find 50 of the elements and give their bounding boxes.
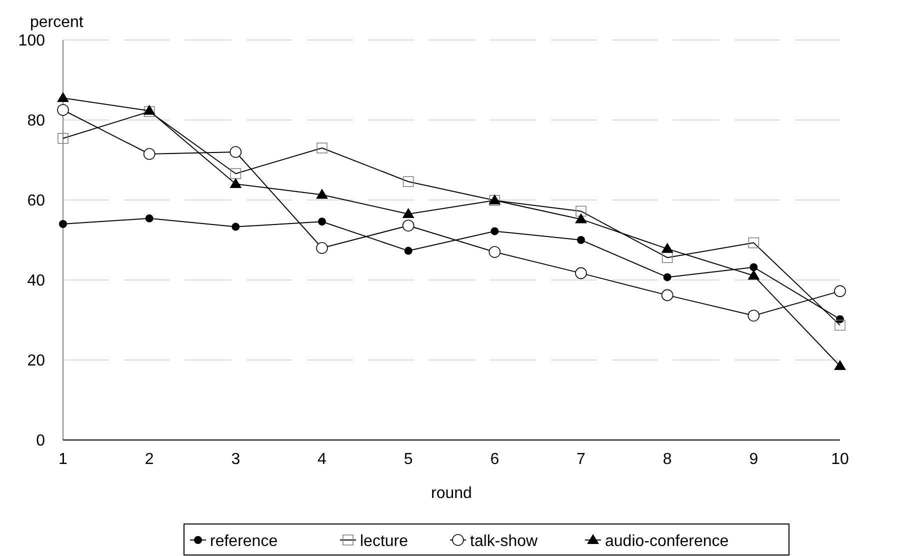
point	[230, 146, 242, 158]
point	[490, 227, 499, 236]
point	[318, 218, 326, 226]
y-tick-label: 80	[27, 112, 46, 130]
point	[575, 267, 587, 280]
y-tick-label: 100	[18, 32, 46, 50]
point	[59, 220, 67, 228]
point	[836, 315, 844, 324]
x-tick-label: 10	[831, 451, 849, 468]
y-tick-label: 60	[27, 192, 46, 210]
legend-label: reference	[210, 533, 278, 550]
point	[316, 242, 328, 254]
point	[748, 270, 760, 280]
x-tick-label: 3	[231, 451, 240, 468]
point	[145, 214, 154, 222]
point	[748, 310, 760, 322]
point	[316, 188, 328, 199]
x-tick-label: 4	[318, 451, 327, 468]
x-tick-label: 1	[58, 451, 68, 468]
point	[834, 285, 846, 298]
x-tick-label: 9	[749, 451, 758, 468]
x-tick-label: 2	[144, 451, 154, 468]
x-axis-title: round	[431, 485, 472, 502]
point	[143, 148, 156, 160]
legend-label: lecture	[360, 533, 408, 550]
point	[57, 104, 69, 116]
point	[834, 360, 846, 370]
x-tick-label: 8	[662, 451, 672, 468]
point	[750, 263, 758, 272]
y-tick-label: 0	[36, 432, 46, 450]
point	[577, 236, 585, 244]
point	[402, 208, 414, 218]
legend-label: audio-conference	[605, 533, 729, 550]
point	[488, 246, 501, 258]
legend-label: talk-show	[470, 533, 538, 550]
point	[661, 289, 674, 302]
point	[230, 178, 242, 188]
y-tick-label: 40	[27, 272, 46, 290]
point	[661, 242, 674, 253]
x-tick-label: 5	[404, 451, 413, 468]
point	[402, 220, 414, 232]
x-tick-label: 6	[490, 451, 500, 468]
x-tick-label: 7	[576, 451, 586, 468]
point	[575, 213, 587, 224]
point	[404, 246, 412, 255]
point	[232, 222, 240, 231]
point	[57, 92, 69, 102]
y-axis-title: percent	[30, 14, 84, 31]
point	[663, 273, 672, 282]
y-tick-label: 20	[27, 352, 46, 370]
